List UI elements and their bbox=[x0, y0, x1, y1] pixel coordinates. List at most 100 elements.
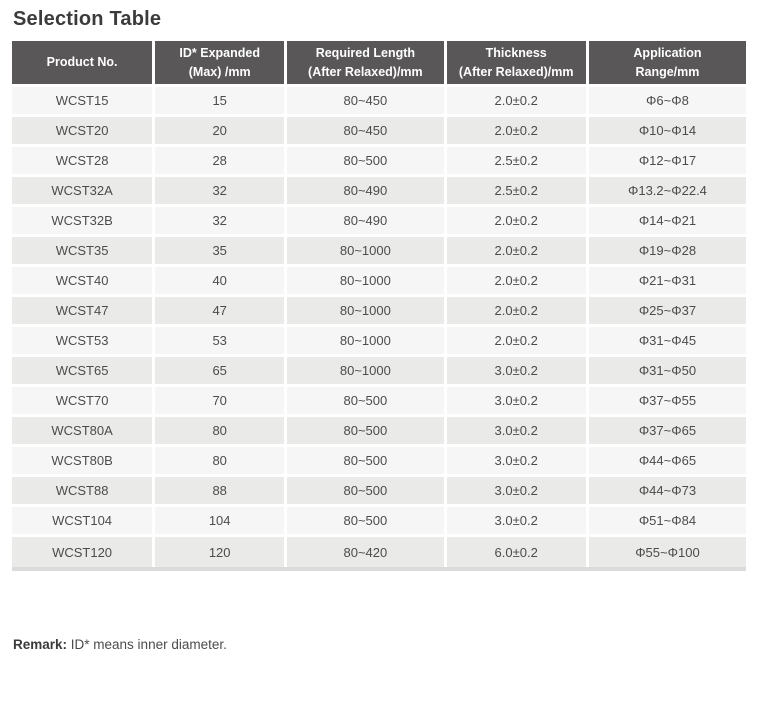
table-cell: WCST35 bbox=[12, 237, 156, 267]
table-cell: 53 bbox=[155, 327, 288, 357]
table-row: WCST70 70 80~500 3.0±0.2 Φ37~Φ55 bbox=[12, 387, 746, 417]
column-header: Application Range/mm bbox=[588, 41, 746, 87]
table-row: WCST65 65 80~1000 3.0±0.2 Φ31~Φ50 bbox=[12, 357, 746, 387]
remark-label: Remark: bbox=[13, 637, 68, 652]
table-row: WCST35 35 80~1000 2.0±0.2 Φ19~Φ28 bbox=[12, 237, 746, 267]
table-cell: WCST80B bbox=[12, 447, 156, 477]
table-cell: 65 bbox=[155, 357, 288, 387]
table-cell: 3.0±0.2 bbox=[446, 417, 589, 447]
table-body: WCST15 15 80~450 2.0±0.2 Φ6~Φ8 WCST20 20 80~450… bbox=[12, 87, 746, 567]
table-cell: Φ6~Φ8 bbox=[588, 87, 746, 117]
table-cell: 80~500 bbox=[287, 417, 447, 447]
table-cell: 80~500 bbox=[287, 507, 447, 537]
table-cell: 80~500 bbox=[287, 147, 447, 177]
table-cell: 3.0±0.2 bbox=[446, 387, 589, 417]
column-header: Product No. bbox=[12, 41, 156, 87]
table-cell: WCST47 bbox=[12, 297, 156, 327]
selection-table: Product No. ID* Expanded (Max) /mm Require… bbox=[12, 41, 746, 567]
table-row: WCST47 47 80~1000 2.0±0.2 Φ25~Φ37 bbox=[12, 297, 746, 327]
table-row: WCST32A 32 80~490 2.5±0.2 Φ13.2~Φ22.4 bbox=[12, 177, 746, 207]
table-cell: 80~450 bbox=[287, 117, 447, 147]
table-cell: 80~500 bbox=[287, 447, 447, 477]
table-cell: Φ12~Φ17 bbox=[588, 147, 746, 177]
table-cell: 28 bbox=[155, 147, 288, 177]
table-cell: 104 bbox=[155, 507, 288, 537]
table-row: WCST32B 32 80~490 2.0±0.2 Φ14~Φ21 bbox=[12, 207, 746, 237]
table-cell: 88 bbox=[155, 477, 288, 507]
table-row: WCST53 53 80~1000 2.0±0.2 Φ31~Φ45 bbox=[12, 327, 746, 357]
table-cell: 80~420 bbox=[287, 537, 447, 567]
table-row: WCST28 28 80~500 2.5±0.2 Φ12~Φ17 bbox=[12, 147, 746, 177]
table-cell: 80~500 bbox=[287, 477, 447, 507]
table-cell: 80~500 bbox=[287, 387, 447, 417]
table-cell: 2.5±0.2 bbox=[446, 147, 589, 177]
table-cell: Φ51~Φ84 bbox=[588, 507, 746, 537]
table-cell: Φ19~Φ28 bbox=[588, 237, 746, 267]
table-row: WCST15 15 80~450 2.0±0.2 Φ6~Φ8 bbox=[12, 87, 746, 117]
table-cell: 2.0±0.2 bbox=[446, 327, 589, 357]
table-cell: 80~490 bbox=[287, 177, 447, 207]
remark: Remark: ID* means inner diameter. bbox=[13, 637, 746, 652]
table-cell: Φ37~Φ55 bbox=[588, 387, 746, 417]
table-header-row: Product No. ID* Expanded (Max) /mm Require… bbox=[12, 41, 746, 87]
table-cell: Φ31~Φ45 bbox=[588, 327, 746, 357]
page-title: Selection Table bbox=[13, 8, 162, 30]
table-cell: 3.0±0.2 bbox=[446, 447, 589, 477]
table-cell: 80~1000 bbox=[287, 357, 447, 387]
table-cell: 2.0±0.2 bbox=[446, 237, 589, 267]
table-cell: 80~1000 bbox=[287, 237, 447, 267]
table-row: WCST80A 80 80~500 3.0±0.2 Φ37~Φ65 bbox=[12, 417, 746, 447]
table-cell: 32 bbox=[155, 207, 288, 237]
table-cell: 32 bbox=[155, 177, 288, 207]
table-cell: WCST70 bbox=[12, 387, 156, 417]
table-cell: WCST28 bbox=[12, 147, 156, 177]
table-cell: Φ37~Φ65 bbox=[588, 417, 746, 447]
table-cell: 2.0±0.2 bbox=[446, 117, 589, 147]
table-row: WCST80B 80 80~500 3.0±0.2 Φ44~Φ65 bbox=[12, 447, 746, 477]
table-cell: 6.0±0.2 bbox=[446, 537, 589, 567]
table-cell: WCST53 bbox=[12, 327, 156, 357]
column-header: Thickness (After Relaxed)/mm bbox=[446, 41, 589, 87]
table-cell: 80~1000 bbox=[287, 297, 447, 327]
table-cell: 3.0±0.2 bbox=[446, 477, 589, 507]
table-cell: 80 bbox=[155, 447, 288, 477]
table-cell: Φ21~Φ31 bbox=[588, 267, 746, 297]
table-cell: 20 bbox=[155, 117, 288, 147]
table-cell: WCST32A bbox=[12, 177, 156, 207]
table-row: WCST120 120 80~420 6.0±0.2 Φ55~Φ100 bbox=[12, 537, 746, 567]
table-row: WCST88 88 80~500 3.0±0.2 Φ44~Φ73 bbox=[12, 477, 746, 507]
remark-text: ID* means inner diameter. bbox=[67, 637, 227, 652]
table-cell: WCST120 bbox=[12, 537, 156, 567]
table-cell: 80~450 bbox=[287, 87, 447, 117]
table-cell: 3.0±0.2 bbox=[446, 507, 589, 537]
table-bottom-strip bbox=[12, 567, 746, 571]
table-cell: 40 bbox=[155, 267, 288, 297]
table-cell: WCST80A bbox=[12, 417, 156, 447]
column-header: ID* Expanded (Max) /mm bbox=[155, 41, 288, 87]
table-cell: Φ55~Φ100 bbox=[588, 537, 746, 567]
table-cell: Φ44~Φ65 bbox=[588, 447, 746, 477]
table-cell: 3.0±0.2 bbox=[446, 357, 589, 387]
table-cell: Φ14~Φ21 bbox=[588, 207, 746, 237]
table-cell: 2.0±0.2 bbox=[446, 87, 589, 117]
table-cell: WCST104 bbox=[12, 507, 156, 537]
table-cell: WCST32B bbox=[12, 207, 156, 237]
table-row: WCST20 20 80~450 2.0±0.2 Φ10~Φ14 bbox=[12, 117, 746, 147]
table-cell: WCST65 bbox=[12, 357, 156, 387]
table-cell: Φ13.2~Φ22.4 bbox=[588, 177, 746, 207]
table-cell: 80~1000 bbox=[287, 327, 447, 357]
table-cell: 80~490 bbox=[287, 207, 447, 237]
table-cell: WCST15 bbox=[12, 87, 156, 117]
table-cell: Φ31~Φ50 bbox=[588, 357, 746, 387]
table-cell: 2.0±0.2 bbox=[446, 267, 589, 297]
table-header: Product No. ID* Expanded (Max) /mm Require… bbox=[12, 41, 746, 87]
table-cell: WCST88 bbox=[12, 477, 156, 507]
page: Selection Table Product No. ID* Expanded … bbox=[12, 8, 746, 652]
table-cell: 35 bbox=[155, 237, 288, 267]
column-header: Required Length (After Relaxed)/mm bbox=[287, 41, 447, 87]
table-cell: 2.0±0.2 bbox=[446, 207, 589, 237]
table-row: WCST40 40 80~1000 2.0±0.2 Φ21~Φ31 bbox=[12, 267, 746, 297]
table-cell: WCST40 bbox=[12, 267, 156, 297]
table-cell: 47 bbox=[155, 297, 288, 327]
table-cell: 15 bbox=[155, 87, 288, 117]
